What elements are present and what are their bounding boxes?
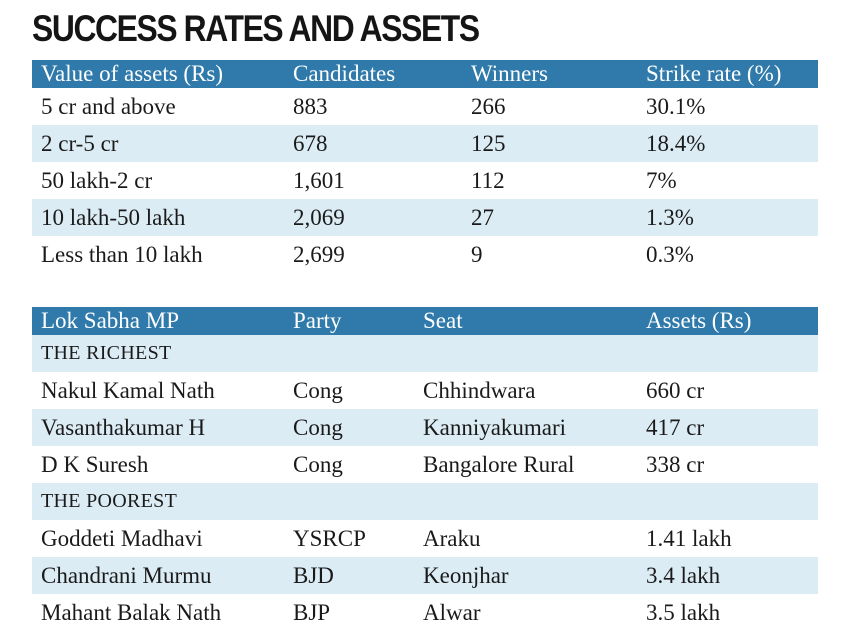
table-cell: 112 xyxy=(471,167,505,193)
table-cell: 417 cr xyxy=(637,409,818,446)
table-row: 50 lakh-2 cr 1,601 112 7% xyxy=(32,162,818,199)
table-cell: Chhindwara xyxy=(423,377,536,403)
table-cell: Mahant Balak Nath xyxy=(41,599,222,625)
column-header: Candidates xyxy=(284,60,462,88)
table-row: Chandrani Murmu BJD Keonjhar 3.4 lakh xyxy=(32,557,818,594)
column-header: Value of assets (Rs) xyxy=(32,60,284,88)
table-cell: BJP xyxy=(293,599,331,625)
section-row-richest: THE RICHEST xyxy=(32,335,818,372)
table-row: Vasanthakumar H Cong Kanniyakumari 417 c… xyxy=(32,409,818,446)
table-cell: Chandrani Murmu xyxy=(32,557,284,594)
section-row-poorest: THE POOREST xyxy=(32,483,818,520)
column-header: Seat xyxy=(414,307,637,335)
table-header-row: Value of assets (Rs) Candidates Winners … xyxy=(32,60,818,88)
table-cell: Kanniyakumari xyxy=(414,409,637,446)
column-header: Strike rate (%) xyxy=(637,60,818,88)
table-cell: BJD xyxy=(284,557,414,594)
table-cell: 2,699 xyxy=(293,241,345,267)
table-cell: 2 cr-5 cr xyxy=(32,125,284,162)
table-row: D K Suresh Cong Bangalore Rural 338 cr xyxy=(32,446,818,483)
table-row: Less than 10 lakh 2,699 9 0.3% xyxy=(32,236,818,273)
table-cell: 27 xyxy=(462,199,637,236)
table-cell: 678 xyxy=(284,125,462,162)
table-cell: YSRCP xyxy=(293,525,366,551)
table-cell: 125 xyxy=(462,125,637,162)
table-header-row: Lok Sabha MP Party Seat Assets (Rs) xyxy=(32,307,818,335)
mp-table: Lok Sabha MP Party Seat Assets (Rs) THE … xyxy=(32,307,818,631)
column-header: Lok Sabha MP xyxy=(32,307,284,335)
table-cell: 1,601 xyxy=(293,167,345,193)
section-label: THE POOREST xyxy=(32,483,818,520)
table-cell: 266 xyxy=(471,93,506,119)
table-cell: 30.1% xyxy=(646,93,706,119)
table-cell: 9 xyxy=(471,241,483,267)
column-header: Party xyxy=(284,307,414,335)
table-cell: Bangalore Rural xyxy=(423,451,575,477)
table-row: 5 cr and above 883 266 30.1% xyxy=(32,88,818,125)
table-cell: 338 cr xyxy=(646,451,705,477)
table-cell: 1.41 lakh xyxy=(646,525,732,551)
column-header: Assets (Rs) xyxy=(637,307,818,335)
table-cell: Cong xyxy=(293,451,343,477)
table-row: Mahant Balak Nath BJP Alwar 3.5 lakh xyxy=(32,594,818,631)
table-cell: Vasanthakumar H xyxy=(32,409,284,446)
table-cell: Cong xyxy=(293,377,343,403)
table-cell: 3.4 lakh xyxy=(637,557,818,594)
table-cell: Alwar xyxy=(423,599,481,625)
table-cell: 1.3% xyxy=(637,199,818,236)
table-cell: Cong xyxy=(284,409,414,446)
table-row: Nakul Kamal Nath Cong Chhindwara 660 cr xyxy=(32,372,818,409)
table-row: 2 cr-5 cr 678 125 18.4% xyxy=(32,125,818,162)
table-cell: 2,069 xyxy=(284,199,462,236)
table-cell: Keonjhar xyxy=(414,557,637,594)
table-cell: 3.5 lakh xyxy=(646,599,721,625)
table-cell: 660 cr xyxy=(646,377,705,403)
table-row: 10 lakh-50 lakh 2,069 27 1.3% xyxy=(32,199,818,236)
table-cell: Less than 10 lakh xyxy=(41,241,203,267)
table-cell: Nakul Kamal Nath xyxy=(41,377,215,403)
table-cell: 18.4% xyxy=(637,125,818,162)
table-cell: 50 lakh-2 cr xyxy=(41,167,153,193)
table-cell: 5 cr and above xyxy=(41,93,176,119)
table-cell: Araku xyxy=(423,525,481,551)
table-cell: 10 lakh-50 lakh xyxy=(32,199,284,236)
table-cell: Goddeti Madhavi xyxy=(41,525,203,551)
table-row: Goddeti Madhavi YSRCP Araku 1.41 lakh xyxy=(32,520,818,557)
table-cell: 7% xyxy=(646,167,677,193)
section-label: THE RICHEST xyxy=(32,335,818,372)
assets-table: Value of assets (Rs) Candidates Winners … xyxy=(32,60,818,273)
table-cell: D K Suresh xyxy=(41,451,149,477)
table-cell: 0.3% xyxy=(646,241,694,267)
page-title: SUCCESS RATES AND ASSETS xyxy=(32,8,480,49)
table-cell: 883 xyxy=(293,93,328,119)
column-header: Winners xyxy=(462,60,637,88)
